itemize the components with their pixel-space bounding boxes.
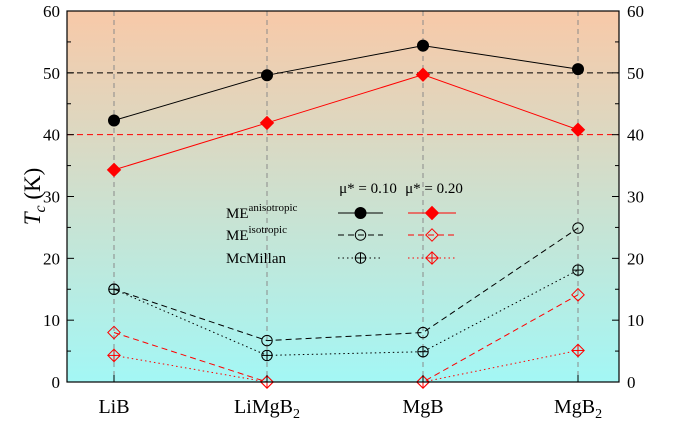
y-axis-label: Tc (K)	[20, 168, 49, 226]
x-tick-label-LiB: LiB	[98, 396, 129, 418]
legend-marker-5	[425, 251, 439, 265]
legend-marker-3	[425, 228, 439, 242]
series-3-point-LiB	[107, 325, 121, 340]
legend-marker-2	[354, 229, 367, 241]
series-0-point-MgB-shape	[417, 39, 429, 52]
series-4-point-LiB	[108, 283, 120, 295]
series-1-point-LiMgB2	[259, 115, 275, 131]
series-group	[106, 39, 586, 389]
series-1	[106, 67, 586, 178]
y-tick-label-left-50: 50	[43, 64, 60, 83]
legend: μ* = 0.10 μ* = 0.20MEanisotropicMEisotrop…	[226, 181, 463, 267]
y-tick-label-left-60: 60	[43, 2, 60, 21]
legend-row-label-superscript: anisotropic	[249, 202, 298, 214]
y-tick-label-right-0: 0	[627, 373, 636, 392]
x-tick-label-MgB2: MgB2	[554, 396, 602, 422]
y-tick-label-right-40: 40	[627, 126, 644, 145]
series-3-line	[113, 294, 579, 383]
legend-row-label-0: MEanisotropic	[226, 202, 297, 222]
y-tick-label-left-40: 40	[43, 126, 60, 145]
x-tick-label-base: LiB	[98, 396, 129, 418]
series-0-point-LiMgB2	[261, 69, 273, 82]
legend-marker-1-shape	[424, 205, 440, 221]
series-0-point-LiB	[108, 114, 120, 127]
y-tick-label-right-50: 50	[627, 64, 644, 83]
x-tick-label-subscript: 2	[293, 407, 300, 422]
y-tick-label-left-10: 10	[43, 311, 60, 330]
y-tick-label-left-20: 20	[43, 249, 60, 268]
legend-marker-4	[354, 252, 367, 264]
y-tick-label-left-30: 30	[43, 188, 60, 207]
legend-row-label-base: ME	[226, 228, 249, 244]
series-4	[108, 264, 584, 362]
x-tick-label-MgB: MgB	[402, 396, 443, 418]
series-1-point-LiB	[106, 162, 122, 178]
series-1-line	[113, 74, 579, 171]
y-axis-label-unit: (K)	[20, 168, 45, 206]
series-1-point-LiMgB2-shape	[259, 115, 275, 131]
series-0-point-MgB2-shape	[572, 63, 584, 76]
y-axis-label-subscript: c	[32, 205, 49, 212]
legend-marker-0-shape	[354, 207, 367, 219]
series-5-point-MgB2	[571, 343, 585, 358]
series-0-point-MgB2	[572, 63, 584, 76]
series-0-point-LiB-shape	[108, 114, 120, 127]
legend-row-label-base: ME	[226, 206, 249, 222]
series-4-point-MgB2	[572, 264, 584, 276]
series-5-line	[113, 349, 579, 383]
x-tick-label-LiMgB2: LiMgB2	[234, 396, 300, 422]
legend-row-label-superscript: isotropic	[249, 224, 288, 236]
series-2-point-MgB	[417, 326, 429, 339]
legend-column-header-0: μ* = 0.10	[339, 181, 397, 197]
series-1-point-MgB2-shape	[570, 122, 586, 137]
series-0-point-MgB	[417, 39, 429, 52]
series-1-point-MgB	[415, 67, 431, 82]
legend-row-label-1: MEisotropic	[226, 224, 287, 244]
y-axis-label-symbol: T	[20, 210, 45, 225]
legend-marker-0	[354, 207, 367, 219]
series-2-line	[113, 227, 579, 342]
series-2-point-MgB-shape	[417, 326, 429, 339]
series-1-point-MgB2	[570, 122, 586, 137]
x-tick-label-base: LiMgB	[234, 396, 293, 418]
y-tick-label-right-20: 20	[627, 249, 644, 268]
vertical-gridlines	[113, 11, 579, 382]
x-tick-label-base: MgB	[402, 396, 443, 418]
legend-marker-3-shape	[425, 228, 439, 242]
x-tick-label-base: MgB	[554, 396, 595, 418]
legend-column-header-1: μ* = 0.20	[405, 181, 463, 197]
series-2-point-MgB2-shape	[572, 222, 584, 234]
y-tick-label-right-10: 10	[627, 311, 644, 330]
y-tick-label-right-30: 30	[627, 188, 644, 207]
series-0	[108, 39, 584, 127]
reference-lines	[67, 72, 619, 136]
series-3-point-MgB2	[571, 287, 585, 302]
legend-row-label-base: McMillan	[226, 251, 286, 267]
series-1-point-MgB-shape	[415, 67, 431, 82]
series-5-point-LiB	[107, 348, 121, 363]
series-4-point-LiMgB2	[261, 349, 273, 362]
series-2-point-LiMgB2	[261, 334, 273, 347]
series-0-point-LiMgB2-shape	[261, 69, 273, 82]
y-tick-label-left-0: 0	[52, 373, 61, 392]
series-4-point-MgB	[417, 346, 429, 358]
legend-marker-2-shape	[354, 229, 367, 241]
series-3-point-MgB2-shape	[571, 287, 585, 302]
y-tick-label-right-60: 60	[627, 2, 644, 21]
series-4-line	[113, 269, 579, 356]
series-2-point-MgB2	[572, 222, 584, 234]
legend-marker-1	[424, 205, 440, 221]
series-2-point-LiMgB2-shape	[261, 334, 273, 347]
series-0-line	[113, 45, 579, 121]
series-3-point-LiB-shape	[107, 325, 121, 340]
legend-row-label-2: McMillan	[226, 251, 286, 267]
x-tick-label-subscript: 2	[595, 407, 602, 422]
series-1-point-LiB-shape	[106, 162, 122, 178]
